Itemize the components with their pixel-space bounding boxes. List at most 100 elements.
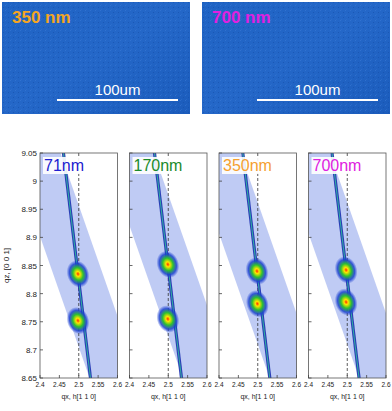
- y-tick: [309, 265, 312, 266]
- y-tick: [309, 181, 312, 182]
- y-tick-label: 8.85: [21, 262, 37, 271]
- scale-bar: [257, 99, 378, 101]
- streak: [331, 153, 360, 378]
- y-tick: [40, 293, 43, 294]
- x-tick: [327, 375, 328, 378]
- plot-area: [219, 153, 297, 378]
- figure: 350 nm 100um 700 nm 100um 2.4 2.45 2.5 2.55 2.6 8…: [0, 0, 392, 411]
- peak: [63, 304, 93, 338]
- image-label: 350 nm: [12, 8, 71, 27]
- y-tick-label: 8.9: [26, 233, 38, 242]
- x-tick: [238, 375, 239, 378]
- peak: [153, 247, 183, 281]
- plot-frame: [130, 153, 208, 378]
- rsm-panel: 2.42.452.52.552.68.658.78.758.88.858.98.…: [2, 143, 143, 401]
- plot-area: [40, 153, 118, 378]
- scale-bar: [57, 99, 178, 101]
- y-tick: [130, 265, 133, 266]
- y-tick: [130, 209, 133, 210]
- panel-title: 350nm: [223, 157, 272, 174]
- y-tick: [40, 181, 43, 182]
- y-tick: [309, 321, 312, 322]
- x-tick: [187, 375, 188, 378]
- y-tick: [40, 153, 43, 154]
- y-tick: [309, 237, 312, 238]
- scale-bar-label: 100um: [295, 81, 341, 98]
- x-tick-label: 2.55: [92, 381, 105, 388]
- peak: [153, 302, 183, 336]
- y-tick: [40, 349, 43, 350]
- streak-core: [331, 153, 360, 378]
- y-tick: [130, 237, 133, 238]
- peak: [242, 254, 272, 288]
- y-tick: [40, 209, 43, 210]
- plot-area: [130, 153, 208, 378]
- micrograph: 350 nm 100um: [2, 2, 190, 114]
- y-tick: [219, 265, 222, 266]
- x-tick-label: 2.45: [232, 381, 245, 388]
- y-tick-label: 9.05: [21, 149, 37, 158]
- x-tick: [257, 375, 258, 378]
- y-tick: [130, 378, 133, 379]
- y-tick: [40, 378, 43, 379]
- title-patch: [133, 157, 184, 174]
- x-tick-label: 2.55: [360, 381, 373, 388]
- x-tick-label: 2.45: [143, 381, 156, 388]
- plot-frame: [219, 153, 297, 378]
- y-tick: [219, 293, 222, 294]
- rsm-panel: 2.42.452.52.552.6qx, h[1 1 0]170nm: [101, 143, 236, 401]
- scan-band: [219, 153, 297, 378]
- y-tick: [219, 378, 222, 379]
- y-tick: [40, 237, 43, 238]
- x-axis-title: qx, h[1 1 0]: [61, 393, 96, 401]
- x-tick-label: 2.4: [125, 381, 134, 388]
- scan-band: [40, 153, 118, 378]
- y-tick: [309, 349, 312, 350]
- y-tick-label: 8.65: [21, 374, 37, 383]
- scale-bar-label: 100um: [95, 81, 141, 98]
- y-tick: [130, 153, 133, 154]
- peak: [63, 257, 93, 291]
- y-tick: [309, 378, 312, 379]
- y-tick: [219, 349, 222, 350]
- x-tick: [117, 375, 118, 378]
- x-tick: [78, 375, 79, 378]
- rsm-panel: 2.42.452.52.552.6qx, h[1 1 0]350nm: [187, 143, 322, 401]
- y-tick: [309, 293, 312, 294]
- y-tick: [130, 181, 133, 182]
- x-tick: [40, 375, 41, 378]
- panel-title: 700nm: [313, 157, 362, 174]
- x-tick-label: 2.45: [322, 381, 335, 388]
- peak: [242, 287, 272, 321]
- y-axis-title: qz, [0 0 1]: [2, 248, 11, 283]
- streak: [153, 153, 182, 378]
- title-patch: [43, 157, 85, 174]
- title-patch: [222, 157, 273, 174]
- y-tick: [219, 209, 222, 210]
- x-tick-label: 2.45: [53, 381, 66, 388]
- micrograph-texture: [202, 2, 390, 114]
- rsm-panel: 2.42.452.52.552.6qx, h[1 1 0]700nm: [277, 143, 392, 401]
- x-tick: [277, 375, 278, 378]
- x-tick-label: 2.6: [292, 381, 301, 388]
- y-tick: [40, 321, 43, 322]
- y-tick: [130, 349, 133, 350]
- x-tick-label: 2.5: [343, 381, 352, 388]
- y-tick: [130, 321, 133, 322]
- x-tick: [98, 375, 99, 378]
- micrograph: 700 nm 100um: [202, 2, 390, 114]
- x-axis-title: qx, h[1 1 0]: [151, 393, 186, 401]
- x-tick: [59, 375, 60, 378]
- y-tick: [219, 321, 222, 322]
- x-tick-label: 2.5: [253, 381, 262, 388]
- y-tick: [309, 153, 312, 154]
- x-tick: [366, 375, 367, 378]
- x-tick-label: 2.6: [202, 381, 211, 388]
- x-tick: [296, 375, 297, 378]
- y-tick: [40, 265, 43, 266]
- title-patch: [312, 157, 363, 174]
- y-tick: [219, 153, 222, 154]
- panel-title: 71nm: [44, 157, 84, 174]
- panel-title: 170nm: [134, 157, 183, 174]
- image-label: 700 nm: [212, 8, 271, 27]
